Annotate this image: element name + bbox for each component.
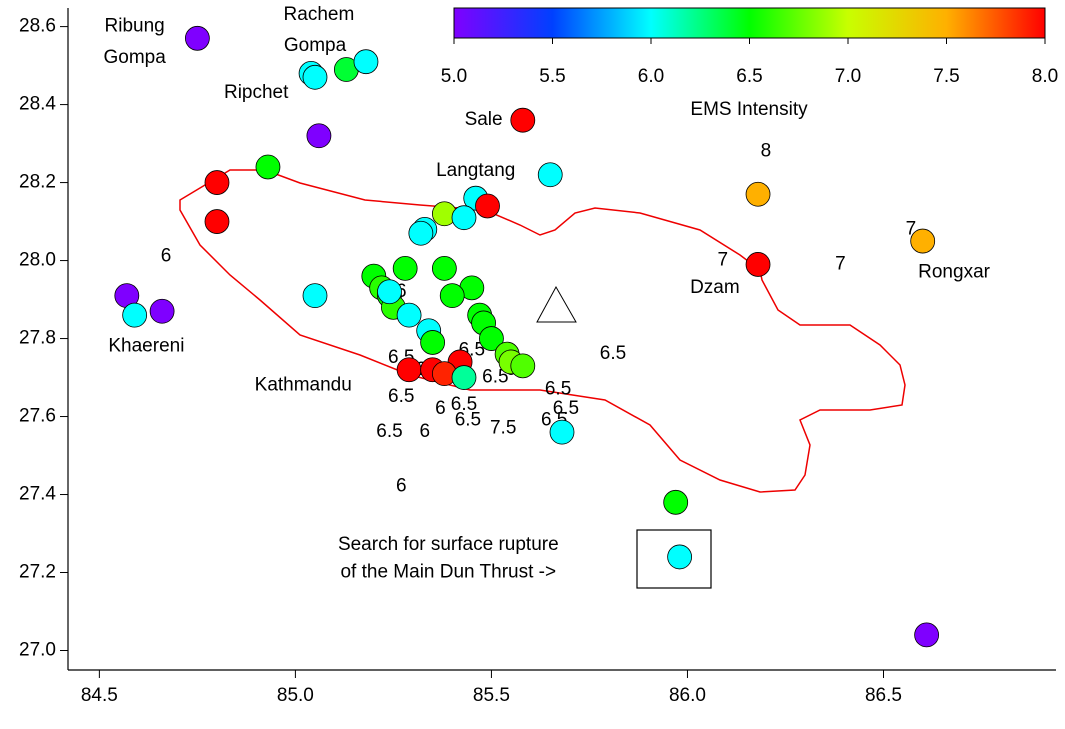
y-tick-label: 27.6 <box>19 406 56 427</box>
intensity-label: 6.5 <box>482 367 508 388</box>
point <box>184 25 210 51</box>
y-tick-label: 28.4 <box>19 94 56 115</box>
intensity-label: 6.5 <box>455 409 481 430</box>
y-tick-label: 27.8 <box>19 328 56 349</box>
intensity-label: 6.5 <box>553 398 579 419</box>
colorbar-tick-label: 7.0 <box>835 66 861 87</box>
y-tick-label: 27.4 <box>19 484 56 505</box>
intensity-label: 8 <box>761 140 772 161</box>
y-tick-label: 28.0 <box>19 250 56 271</box>
point <box>302 64 328 90</box>
place-label: of the Main Dun Thrust -> <box>340 562 556 583</box>
point <box>122 302 148 328</box>
point <box>549 419 575 445</box>
point <box>663 489 689 515</box>
x-tick-label: 86.5 <box>865 685 902 706</box>
point <box>745 252 771 277</box>
colorbar-label: EMS Intensity <box>690 99 808 120</box>
intensity-label: 6 <box>419 421 430 442</box>
intensity-label: 6.5 <box>451 394 477 415</box>
point <box>396 302 422 328</box>
x-tick-label: 85.0 <box>277 685 314 706</box>
colorbar-tick-label: 8.0 <box>1032 66 1058 87</box>
place-label: Ripchet <box>224 82 289 103</box>
intensity-label: 6.5 <box>376 421 402 442</box>
intensity-label: 6 <box>435 398 446 419</box>
point <box>745 181 771 207</box>
point <box>475 193 500 219</box>
point <box>204 170 230 195</box>
rupture-outline <box>179 169 906 493</box>
point <box>431 255 457 281</box>
y-tick-label: 27.0 <box>19 640 56 661</box>
colorbar-tick-label: 7.5 <box>933 66 959 87</box>
point <box>149 298 175 324</box>
point <box>451 205 477 231</box>
point <box>667 544 693 570</box>
intensity-label: 7 <box>835 253 846 274</box>
y-tick-label: 27.2 <box>19 562 56 583</box>
colorbar-tick-label: 5.5 <box>539 66 565 87</box>
intensity-label: 7 <box>717 250 728 271</box>
epicenter-triangle <box>536 285 577 323</box>
intensity-label: 7 <box>906 218 917 239</box>
intensity-label: 6 <box>396 476 407 497</box>
point <box>353 49 379 75</box>
intensity-label: 7.5 <box>490 417 516 438</box>
intensity-label: 6.5 <box>388 386 414 407</box>
point <box>255 154 281 180</box>
legend-box <box>636 529 712 589</box>
intensity-label: 6.5 <box>600 343 626 364</box>
colorbar-tick-label: 6.0 <box>638 66 664 87</box>
x-tick-label: 86.0 <box>669 685 706 706</box>
point <box>439 283 465 309</box>
place-label: Search for surface rupture <box>338 534 559 555</box>
y-tick-label: 28.6 <box>19 16 56 37</box>
place-label: Rachem <box>284 4 355 25</box>
place-label: Rongxar <box>918 261 990 282</box>
point <box>306 123 332 149</box>
point <box>914 622 940 648</box>
place-label: Khaereni <box>108 335 184 356</box>
colorbar-tick-label: 6.5 <box>736 66 762 87</box>
intensity-label: 6.5 <box>545 378 571 399</box>
point <box>408 220 434 246</box>
place-label: Sale <box>465 109 503 130</box>
place-label: Dzam <box>690 277 740 298</box>
point <box>510 353 536 379</box>
point <box>302 283 328 309</box>
point <box>377 279 402 305</box>
place-label: Gompa <box>284 35 347 56</box>
x-tick-label: 85.5 <box>473 685 510 706</box>
point <box>910 228 936 254</box>
place-label: Langtang <box>436 160 515 181</box>
point <box>204 209 230 234</box>
place-label: Gompa <box>103 47 166 68</box>
colorbar <box>453 7 1046 39</box>
point <box>537 162 563 188</box>
point <box>420 330 446 355</box>
point <box>392 255 418 281</box>
x-tick-label: 84.5 <box>81 685 118 706</box>
point <box>479 326 504 351</box>
point <box>396 357 422 383</box>
point <box>510 107 536 133</box>
point <box>451 365 477 390</box>
y-tick-label: 28.2 <box>19 172 56 193</box>
colorbar-tick-label: 5.0 <box>441 66 467 87</box>
place-label: Kathmandu <box>255 374 352 395</box>
place-label: Ribung <box>105 16 165 37</box>
intensity-label: 6 <box>161 246 172 267</box>
